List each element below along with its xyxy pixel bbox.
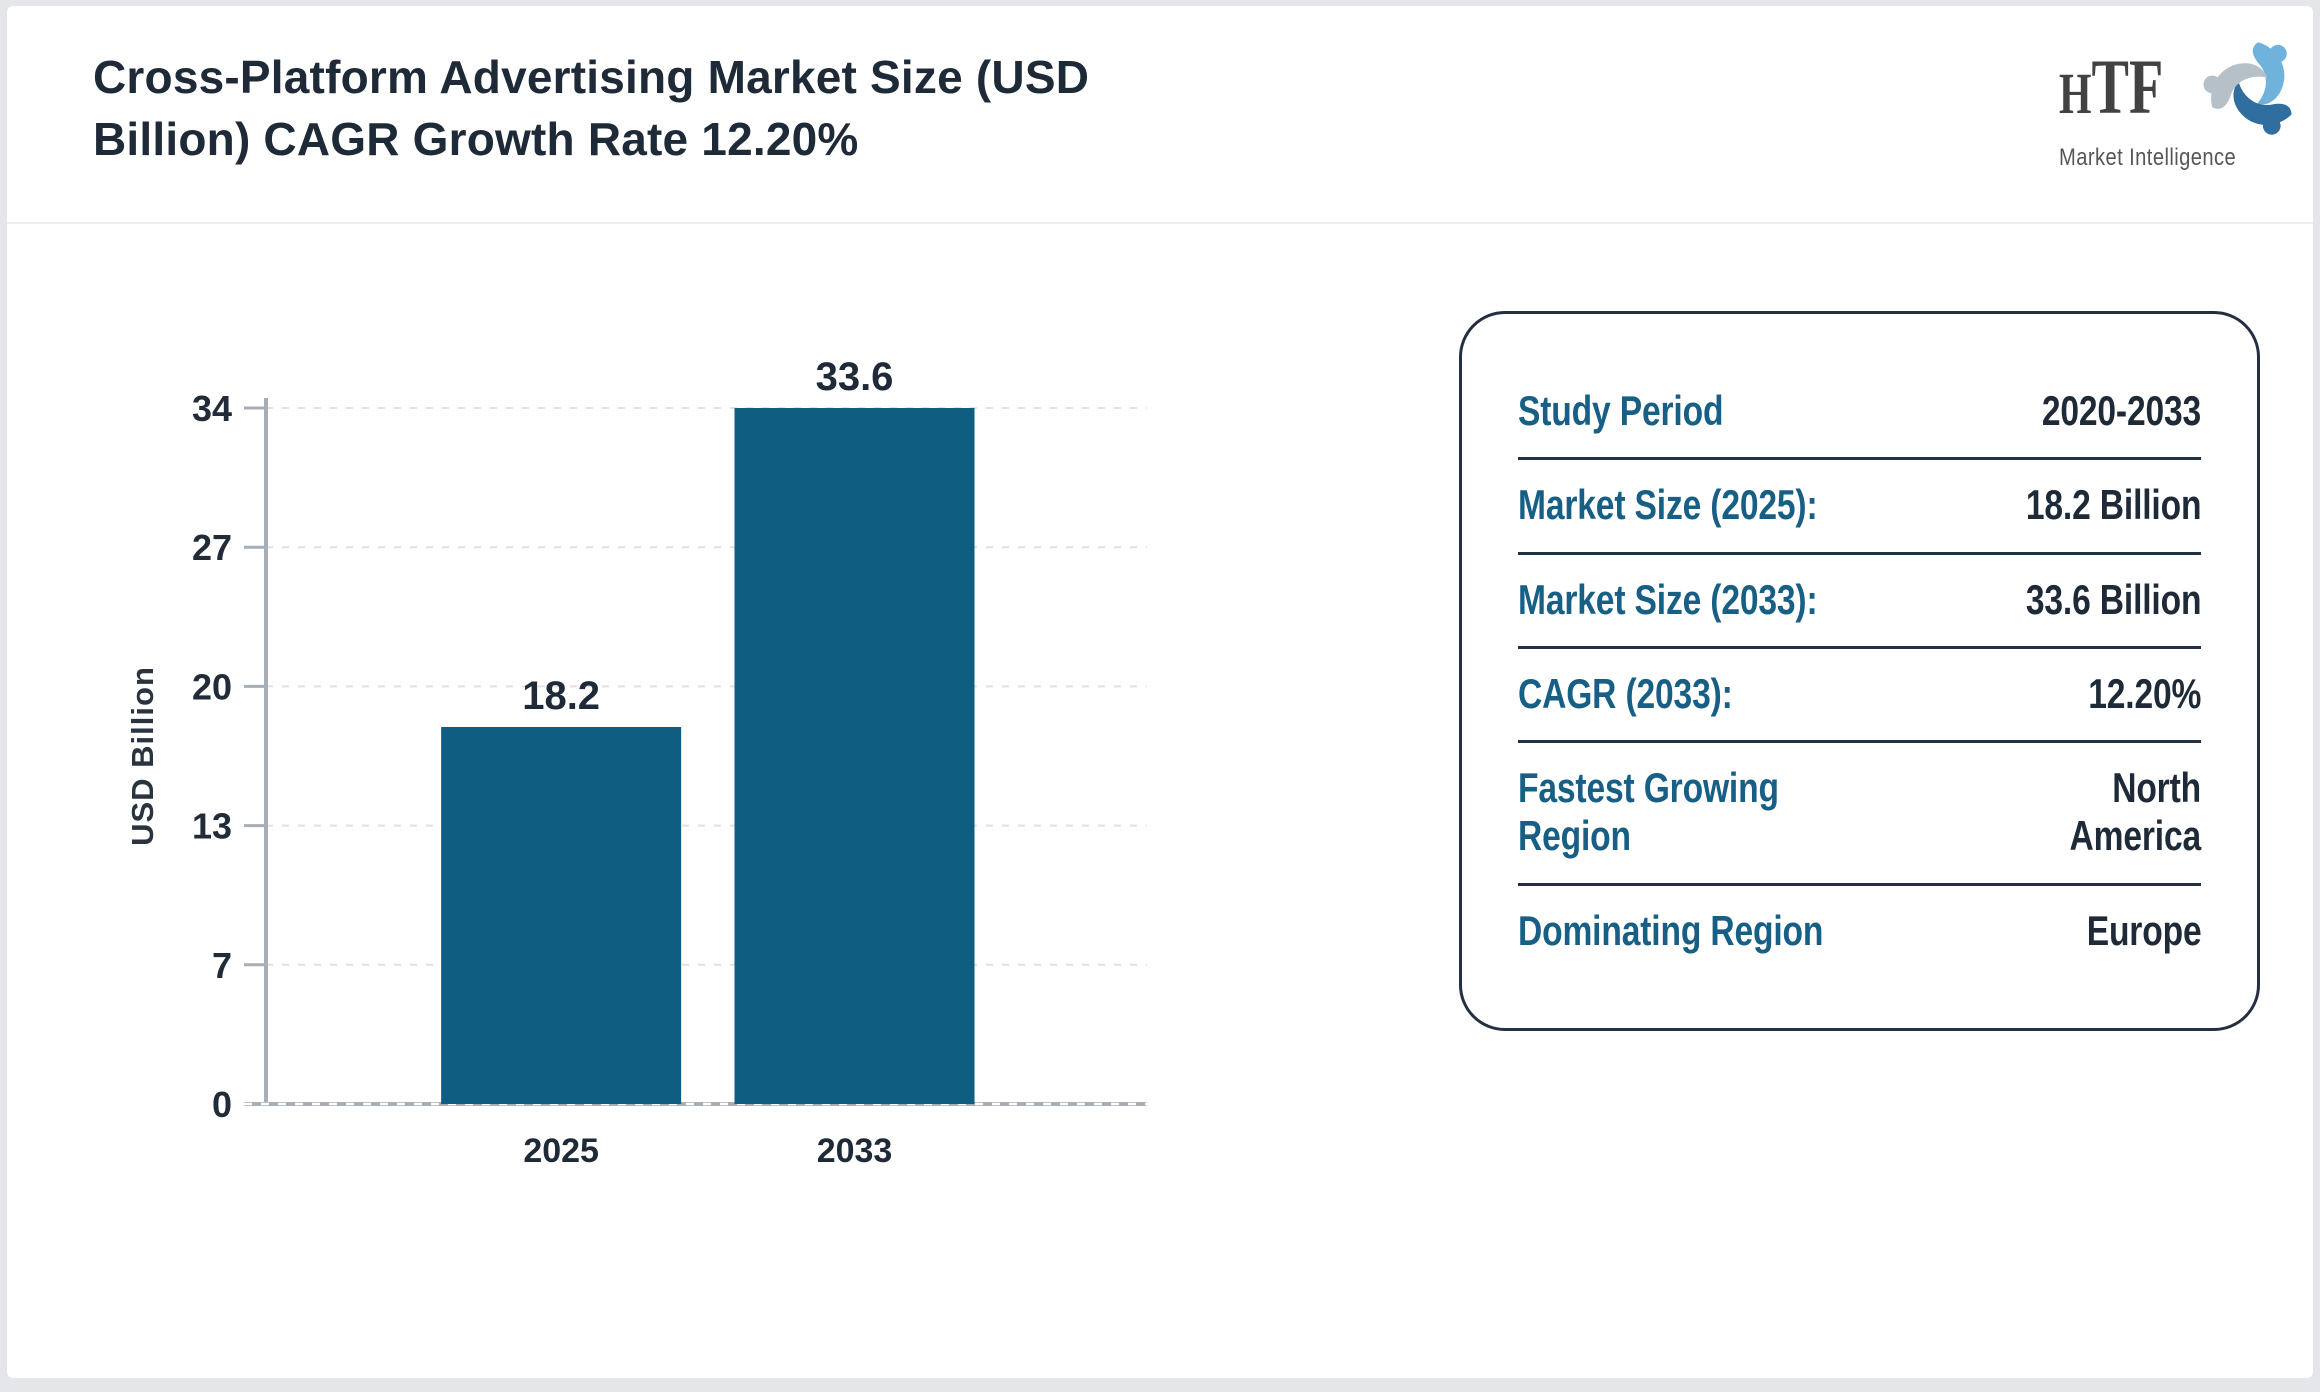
bar-value-label: 33.6 <box>816 355 894 399</box>
brand-subtitle: Market Intelligence <box>2059 144 2237 171</box>
summary-row-1: Study Period 2020-2033 <box>1518 366 2201 461</box>
summary-row-label: CAGR (2033): <box>1518 669 1733 717</box>
summary-row-label: Dominating Region <box>1518 906 1824 954</box>
summary-row-6: Dominating Region Europe <box>1518 886 2201 977</box>
summary-row-value: North America <box>2069 764 2202 860</box>
summary-row-3: Market Size (2033): 33.6 Billion <box>1518 555 2201 649</box>
summary-row-4: CAGR (2033): 12.20% <box>1518 649 2201 744</box>
summary-row-value: 18.2 Billion <box>2025 481 2202 529</box>
y-tick-label: 20 <box>192 666 232 707</box>
brand-letter-h: H <box>2059 61 2092 126</box>
y-tick-label: 7 <box>212 945 232 986</box>
page-title: Cross-Platform Advertising Market Size (… <box>93 51 1090 165</box>
summary-row-2: Market Size (2025): 18.2 Billion <box>1518 460 2202 555</box>
y-tick-label: 13 <box>192 806 232 847</box>
summary-row-label: Market Size (2033): <box>1518 575 1818 623</box>
summary-row-value: 2020-2033 <box>2041 387 2201 434</box>
summary-row-value: 33.6 Billion <box>2025 575 2202 623</box>
logo-swirl-icon <box>2203 42 2292 135</box>
brand-row: HTF <box>2059 36 2309 140</box>
content-panel: Cross-Platform Advertising Market Size (… <box>7 6 2313 1378</box>
header-divider <box>7 222 2313 224</box>
x-category-label: 2025 <box>523 1132 599 1170</box>
bar-chart: 0 7 13 20 27 34 18.2 2025 33.6 2033 USD Billion <box>93 306 1193 1206</box>
summary-card: Study Period 2020-2033 Market Size (2025):… <box>1459 311 2260 1031</box>
summary-row-5: Fastest Growing Region North America <box>1518 743 2201 886</box>
chart-svg: 0 7 13 20 27 34 18.2 2025 33.6 2033 USD Billion <box>125 355 1147 1170</box>
y-axis-title: USD Billion <box>125 666 160 846</box>
summary-rows: Study Period 2020-2033 Market Size (2025):… <box>1518 366 2201 977</box>
y-tick-label: 34 <box>192 388 232 429</box>
bar-2033 <box>734 408 975 1104</box>
brand-letters-tf: TF <box>2091 43 2164 130</box>
brand-text: HTF <box>2059 48 2163 126</box>
brand-logo: HTF Market Inte <box>2059 36 2309 172</box>
summary-row-label: Fastest Growing Region <box>1518 764 1779 860</box>
x-category-label: 2033 <box>817 1132 893 1170</box>
y-tick-label: 27 <box>192 527 232 568</box>
y-tick-label: 0 <box>212 1084 232 1125</box>
summary-row-label: Study Period <box>1518 387 1724 434</box>
bar-value-label: 18.2 <box>522 674 600 718</box>
summary-row-value: Europe <box>2086 906 2201 954</box>
summary-row-value: 12.20% <box>2088 669 2201 717</box>
bar-2025 <box>441 727 682 1104</box>
summary-row-label: Market Size (2025): <box>1518 481 1818 529</box>
